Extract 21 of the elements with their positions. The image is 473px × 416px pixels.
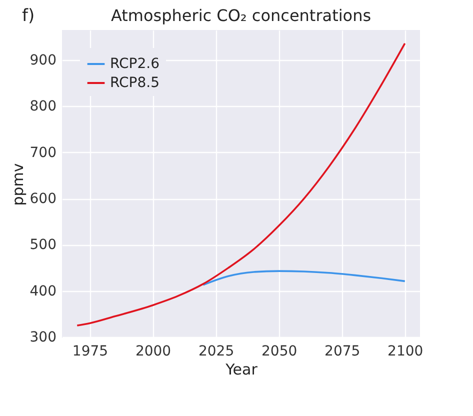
y-axis-title: ppmv: [8, 163, 27, 206]
line-series: [76, 42, 406, 326]
y-tick-label: 500: [30, 237, 56, 254]
y-tick-label: 600: [30, 191, 56, 208]
x-tick-label: 2075: [324, 344, 360, 360]
legend-label: RCP2.6: [110, 56, 160, 72]
x-tick-label: 1975: [72, 344, 108, 360]
line-series: [202, 270, 406, 286]
y-tick-label: 700: [30, 144, 56, 161]
y-tick-label: 800: [30, 98, 56, 115]
legend-label: RCP8.5: [110, 75, 160, 91]
chart-title: Atmospheric CO₂ concentrations: [110, 6, 372, 25]
y-tick-label: 900: [30, 52, 56, 69]
y-tick-label: 400: [30, 283, 56, 300]
x-tick-label: 2100: [388, 344, 424, 360]
text: f): [22, 6, 35, 26]
y-tick-label: 300: [30, 330, 56, 346]
x-tick-label: 2025: [198, 344, 234, 360]
x-tick-label: 2050: [261, 344, 298, 360]
x-axis-title: Year: [224, 360, 258, 378]
x-tick-label: 2000: [135, 344, 172, 360]
